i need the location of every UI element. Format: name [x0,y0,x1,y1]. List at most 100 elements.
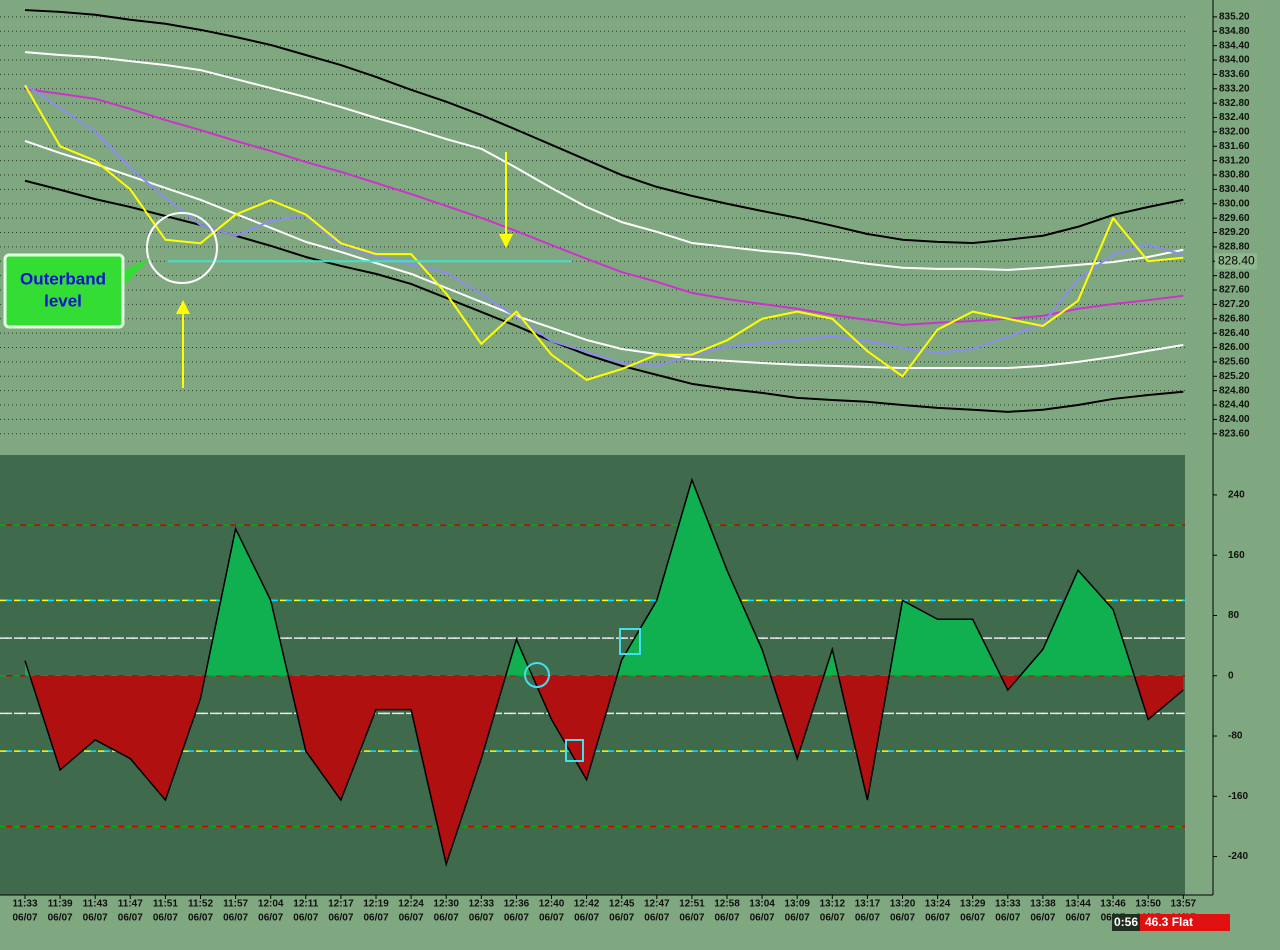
x-date-label: 06/07 [679,913,704,924]
x-date-label: 06/07 [363,913,388,924]
x-date-label: 06/07 [328,913,353,924]
y-tick-label: -240 [1228,851,1248,862]
y-tick-label: 832.40 [1219,112,1250,123]
x-date-label: 06/07 [118,913,143,924]
status-timer-box [1112,914,1140,931]
callout-text: Outerband [20,269,106,288]
y-tick-label: 829.60 [1219,213,1250,224]
y-tick-label: 80 [1228,610,1240,621]
y-tick-label: 834.40 [1219,40,1250,51]
y-tick-label: 827.20 [1219,299,1250,310]
x-tick-label: 11:33 [12,899,37,910]
negative-area [29,675,1184,865]
y-tick-label: 825.20 [1219,371,1250,382]
x-date-label: 06/07 [820,913,845,924]
x-date-label: 06/07 [12,913,37,924]
y-tick-label: -80 [1228,731,1243,742]
callout-text: level [44,291,82,310]
oscillator-panel [0,455,1185,895]
y-tick-label: 826.40 [1219,328,1250,339]
arrow-up-head [176,300,190,314]
price-line [24,51,1184,271]
status-position: 46.3 Flat [1145,915,1193,929]
highlight-circle [524,662,550,688]
x-date-label: 06/07 [504,913,529,924]
x-tick-label: 12:11 [293,899,318,910]
x-date-label: 06/07 [925,913,950,924]
x-tick-label: 12:19 [363,899,389,910]
x-tick-label: 11:47 [118,899,143,910]
last-price-label: 828.40 [1218,253,1255,267]
price-line [24,139,1184,370]
last-price-box [1215,253,1257,270]
x-date-label: 06/07 [995,913,1020,924]
x-tick-label: 13:12 [820,899,846,910]
x-date-label: 06/07 [714,913,739,924]
price-panel [0,9,1185,435]
y-tick-label: 824.40 [1219,400,1250,411]
x-tick-label: 11:52 [188,899,213,910]
status-position-box [1140,914,1230,931]
x-tick-label: 11:43 [83,899,108,910]
x-date-label: 06/07 [750,913,775,924]
y-tick-label: 826.00 [1219,342,1250,353]
axes: 835.20 834.80 834.40 834.00 833.60 833.20 832.… [12,12,1257,924]
y-tick-label: 0 [1228,670,1234,681]
y-tick-label: 160 [1228,550,1245,561]
y-tick-label: 831.20 [1219,155,1250,166]
y-tick-label: 824.80 [1219,385,1250,396]
y-tick-label: 828.00 [1219,270,1250,281]
x-tick-label: 13:17 [855,899,881,910]
callout-box [3,253,125,329]
y-tick-label: 826.80 [1219,313,1250,324]
x-date-label: 06/07 [855,913,880,924]
y-tick-label: 830.80 [1219,170,1250,181]
callout-pointer [120,258,150,290]
x-date-label: 06/07 [83,913,108,924]
x-tick-label: 12:24 [398,899,424,910]
x-date-label: 06/07 [188,913,213,924]
x-date-label: 06/07 [609,913,634,924]
price-line [24,9,1184,244]
x-tick-label: 12:40 [539,899,565,910]
oscillator-line [24,477,1184,867]
y-tick-label: 835.20 [1219,12,1250,23]
x-date-label: 06/07 [153,913,178,924]
x-tick-label: 12:30 [433,899,459,910]
highlight-box [619,628,641,655]
x-date-label: 06/07 [644,913,669,924]
x-tick-label: 13:20 [890,899,916,910]
status-timer: 0:56 [1114,915,1138,929]
y-tick-label: 833.60 [1219,69,1250,80]
x-tick-label: 13:29 [960,899,986,910]
arrow-down-head [499,234,513,248]
x-date-label: 06/07 [434,913,459,924]
x-tick-label: 12:36 [504,899,530,910]
x-date-label: 06/07 [1065,913,1090,924]
y-tick-label: 823.60 [1219,428,1250,439]
x-date-label: 06/07 [960,913,985,924]
y-tick-label: 831.60 [1219,141,1250,152]
x-tick-label: 12:45 [609,899,635,910]
x-tick-label: 12:47 [644,899,670,910]
x-date-label: 06/07 [785,913,810,924]
x-tick-label: 11:51 [153,899,178,910]
y-tick-label: -160 [1228,791,1248,802]
x-tick-label: 13:44 [1065,899,1091,910]
x-tick-label: 12:17 [328,899,354,910]
x-date-label: 06/07 [293,913,318,924]
x-date-label: 06/07 [258,913,283,924]
x-date-label: 06/07 [399,913,424,924]
y-tick-label: 828.80 [1219,242,1250,253]
y-tick-label: 240 [1228,490,1245,501]
price-line [24,84,1184,381]
y-tick-label: 833.20 [1219,83,1250,94]
y-tick-label: 832.00 [1219,127,1250,138]
x-date-label: 06/07 [1030,913,1055,924]
y-tick-label: 834.00 [1219,55,1250,66]
x-date-label: 06/07 [223,913,248,924]
y-tick-label: 825.60 [1219,357,1250,368]
x-tick-label: 12:51 [679,899,705,910]
x-tick-label: 12:33 [469,899,495,910]
